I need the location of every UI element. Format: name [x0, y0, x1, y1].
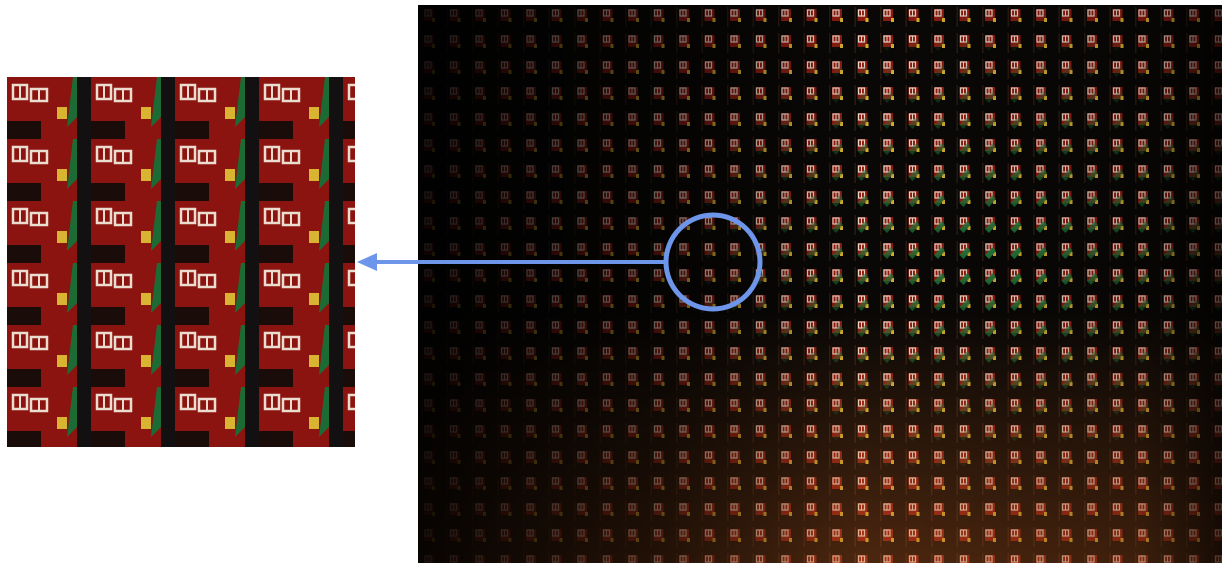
page-body	[0, 0, 1229, 563]
figure	[0, 0, 1229, 563]
arrow-head	[357, 253, 377, 271]
lenslet-image	[418, 5, 1222, 563]
zoom-inset	[7, 77, 355, 447]
page: Lenslet zoom {} html, body { margin: 0; …	[0, 0, 1229, 563]
vignette	[418, 5, 1222, 563]
zoom-image	[7, 77, 355, 447]
